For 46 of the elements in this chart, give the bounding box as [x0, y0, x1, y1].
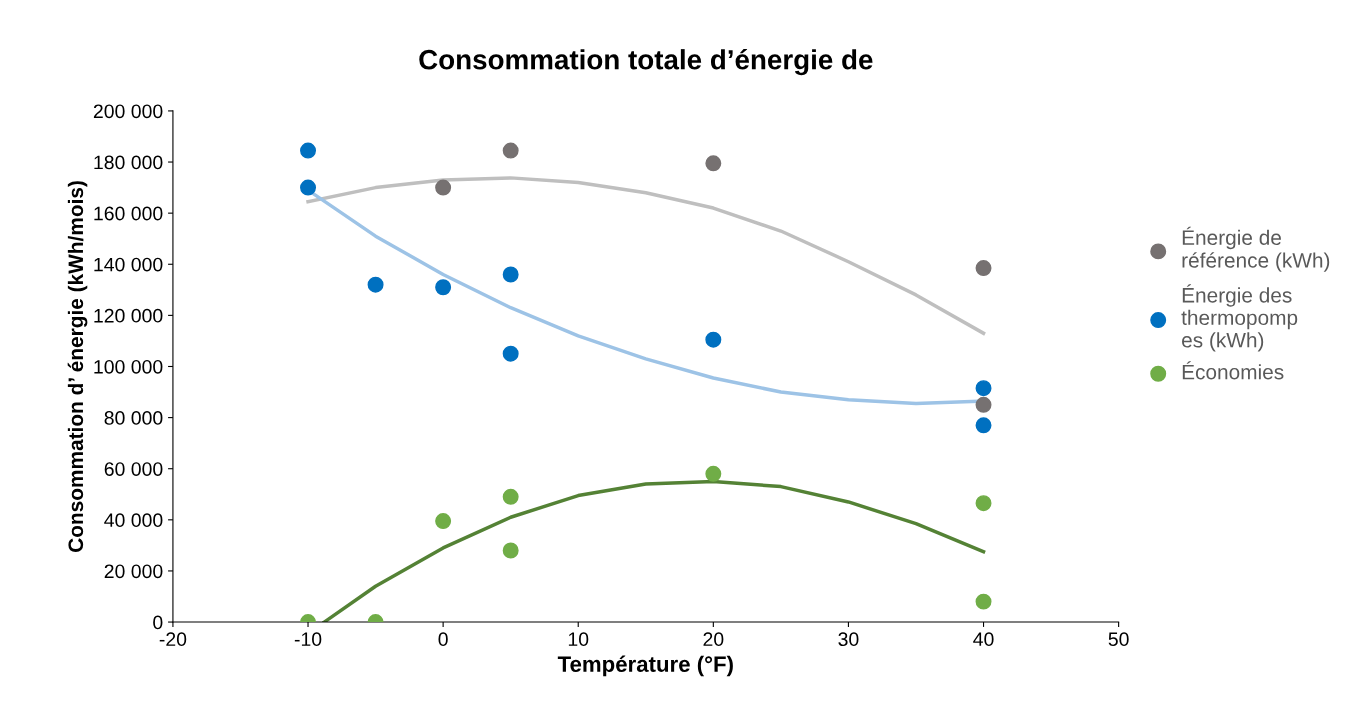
- y-tick-label: 80 000: [104, 411, 163, 425]
- legend-label: Énergie de référence (kWh): [1182, 226, 1330, 272]
- x-tick-label: -10: [294, 632, 322, 647]
- legend-label: Énergie des thermopomp es (kWh): [1181, 284, 1298, 352]
- y-tick-label: 20 000: [104, 564, 163, 579]
- chart-title: Consommation totale d’énergie de: [419, 48, 873, 76]
- line-series: [306, 176, 986, 335]
- point: [435, 279, 452, 296]
- point: [502, 266, 519, 283]
- y-tick-label: 60 000: [104, 462, 163, 476]
- y-tick-label: 120 000: [94, 308, 163, 323]
- point: [300, 142, 317, 159]
- point: [975, 260, 992, 277]
- y-tick-label: 140 000: [94, 257, 163, 272]
- legend-label: Économies: [1182, 361, 1284, 380]
- y-tick-label: 160 000: [94, 206, 163, 221]
- point: [367, 276, 384, 293]
- x-tick-label: 30: [838, 632, 859, 647]
- y-tick-label: 200 000: [93, 104, 163, 119]
- point: [435, 513, 452, 530]
- x-tick-label: 0: [438, 632, 448, 647]
- y-axis-title: Consommation d’ énergie (kWh/mois): [67, 181, 88, 552]
- point: [502, 488, 519, 505]
- point: [705, 331, 722, 348]
- point: [975, 380, 992, 397]
- x-tick-label: -20: [159, 632, 187, 647]
- x-tick-label: 50: [1108, 632, 1129, 647]
- x-tick-label: 10: [568, 632, 589, 647]
- point: [502, 542, 519, 559]
- point: [502, 345, 519, 362]
- point: [975, 396, 992, 413]
- point: [975, 495, 992, 512]
- point: [975, 593, 992, 610]
- y-tick-label: 0: [153, 615, 163, 630]
- point: [502, 142, 519, 159]
- x-tick-label: 40: [973, 632, 994, 647]
- x-tick-label: 20: [703, 632, 724, 647]
- point: [705, 465, 722, 482]
- y-tick-label: 180 000: [94, 155, 163, 170]
- y-tick-label: 100 000: [94, 359, 163, 374]
- point: [435, 179, 452, 196]
- x-axis-title: Température (°F): [557, 655, 733, 677]
- point: [300, 179, 317, 196]
- point: [975, 417, 992, 434]
- y-tick-label: 40 000: [104, 513, 163, 528]
- point: [705, 155, 722, 172]
